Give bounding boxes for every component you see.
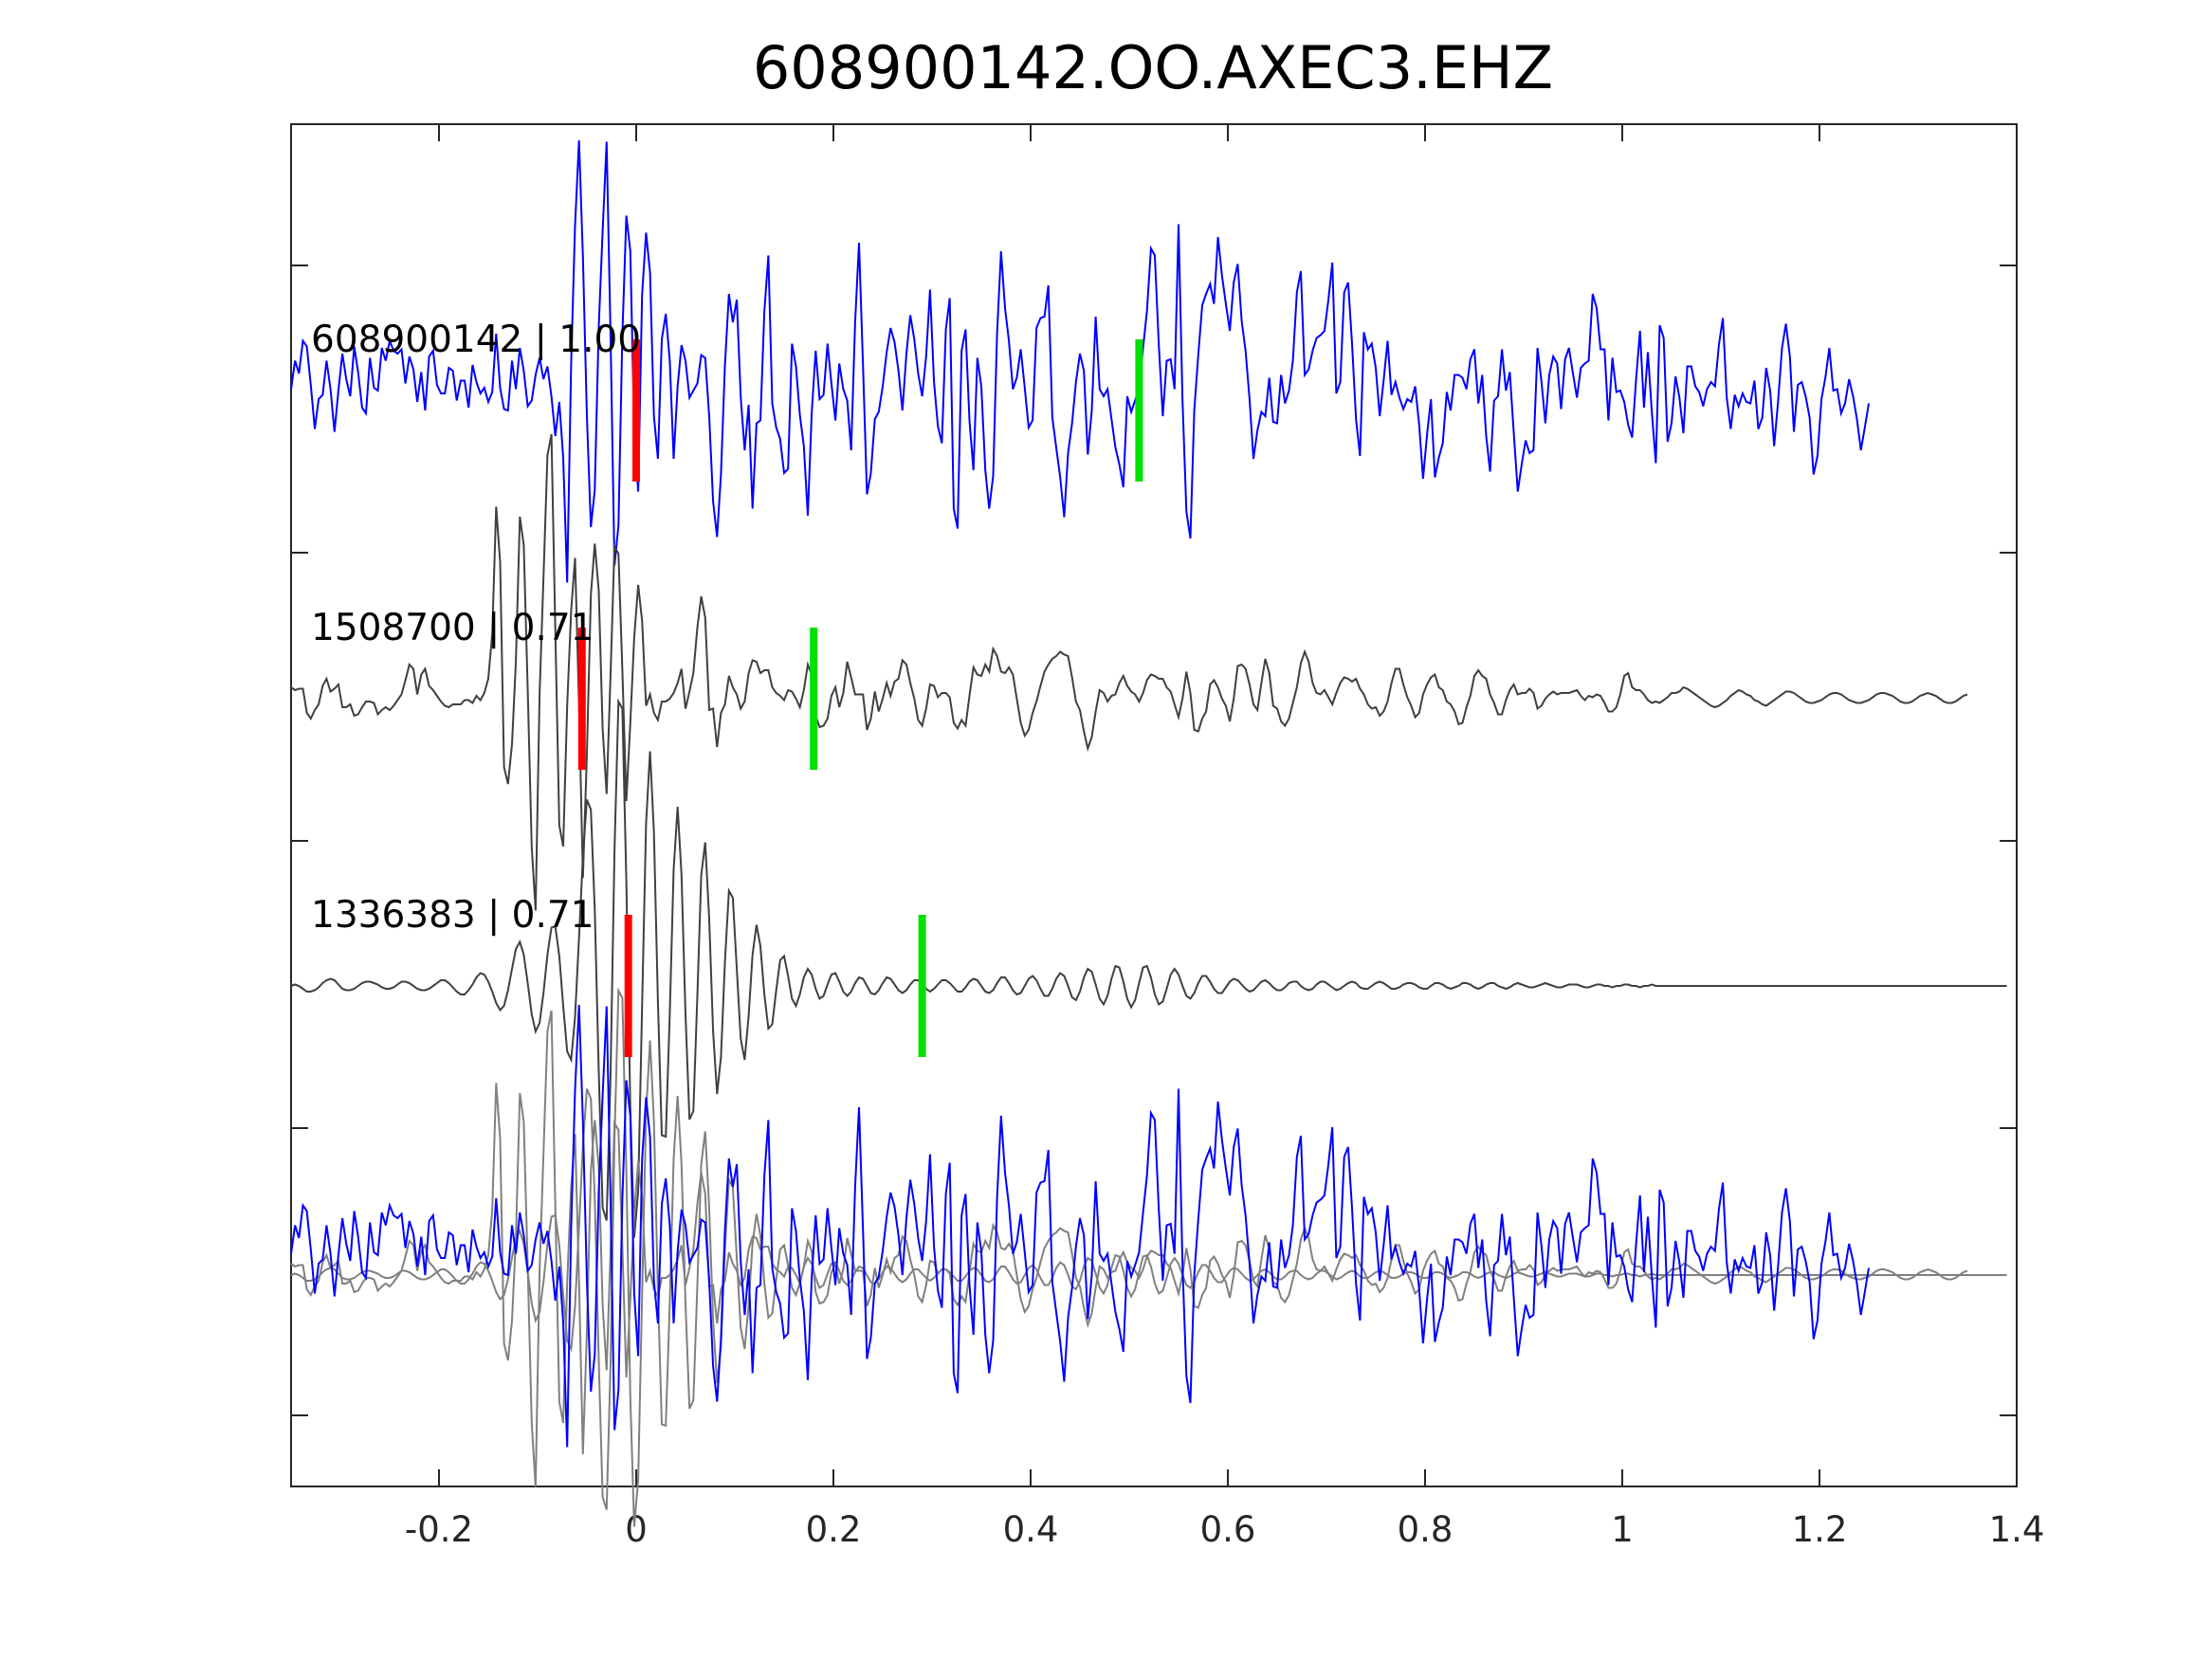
x-tick-label: 1 — [1611, 1509, 1634, 1550]
trace-1508700 — [290, 433, 1968, 911]
trace-608900142 — [290, 139, 1870, 583]
chart-title: 608900142.OO.AXEC3.EHZ — [753, 33, 1553, 102]
x-tick-label: -0.2 — [405, 1509, 473, 1550]
overlay-layer — [290, 987, 2007, 1527]
y-ticks — [291, 264, 2017, 1416]
x-tick-label: 0.2 — [806, 1509, 862, 1550]
x-tick-label: 0.6 — [1200, 1509, 1256, 1550]
overlay-trace-608900142 — [290, 1004, 1870, 1448]
trace-1336383 — [290, 698, 2007, 1238]
picks-layer — [577, 339, 1143, 1057]
trace-label: 1336383 | 0.71 — [311, 894, 594, 937]
trace-labels: 608900142 | 1.00 1508700 | 0.71 1336383 | … — [311, 319, 641, 937]
trace-label: 1508700 | 0.71 — [311, 607, 594, 649]
overlay-trace-1336383 — [290, 987, 2007, 1527]
x-ticks — [438, 124, 2018, 1486]
x-tick-label: 1.2 — [1792, 1509, 1848, 1550]
trace-label: 608900142 | 1.00 — [311, 319, 641, 361]
traces-layer — [290, 139, 2007, 1238]
x-tick-label: 0.4 — [1003, 1509, 1059, 1550]
x-tick-label: 1.4 — [1989, 1509, 2045, 1550]
x-tick-label: 0.8 — [1398, 1509, 1453, 1550]
x-tick-labels: -0.2 0 0.2 0.4 0.6 0.8 1 1.2 1.4 — [405, 1509, 2045, 1550]
x-tick-label: 0 — [625, 1509, 648, 1550]
